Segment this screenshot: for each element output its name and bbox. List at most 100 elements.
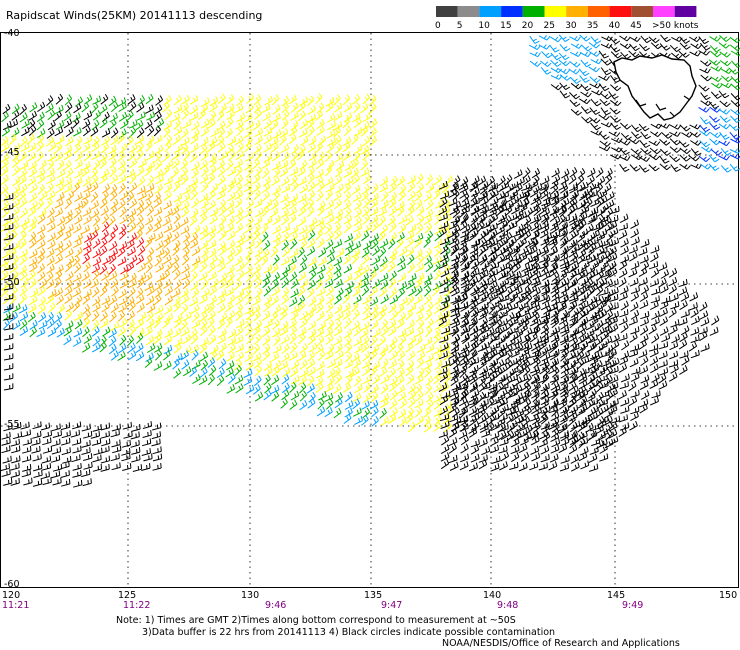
wind-barb [589, 356, 599, 366]
wind-barb [290, 304, 300, 314]
wind-barb [570, 261, 580, 272]
wind-barb [91, 326, 100, 337]
wind-barb [719, 100, 731, 108]
wind-barb [352, 398, 361, 410]
wind-barb [351, 133, 359, 145]
wind-barb [40, 422, 51, 431]
wind-barb [209, 207, 219, 217]
wind-barb [710, 66, 723, 72]
wind-barb [541, 285, 551, 295]
wind-barb [434, 414, 442, 426]
wind-barb [379, 366, 388, 377]
wind-barb [344, 400, 354, 410]
wind-barb [449, 388, 458, 398]
wind-barb [164, 208, 174, 218]
wind-barb [64, 279, 73, 290]
wind-barb [73, 207, 82, 219]
wind-barb [540, 383, 550, 392]
wind-barb [127, 319, 135, 330]
wind-barb [460, 229, 470, 239]
wind-barb [450, 302, 460, 312]
wind-barb [438, 205, 448, 216]
wind-barb [12, 165, 20, 177]
wind-barb [300, 135, 309, 146]
wind-barb [72, 287, 82, 298]
wind-barb [91, 438, 102, 446]
wind-barb [590, 98, 602, 107]
wind-barb [529, 245, 538, 256]
wind-barb [407, 390, 417, 401]
wind-barb [520, 308, 530, 318]
wind-barb [360, 328, 369, 339]
wind-barb [362, 173, 372, 185]
wind-barb [117, 97, 127, 107]
wind-barb [182, 345, 192, 355]
wind-barb [307, 142, 316, 154]
wind-barb [315, 302, 324, 314]
wind-barb [254, 127, 264, 138]
wind-barb [487, 175, 496, 187]
wind-barb [3, 243, 14, 251]
wind-barb [600, 203, 610, 214]
wind-barb [598, 132, 610, 140]
wind-barb [236, 262, 245, 272]
wind-barb [200, 325, 208, 337]
wind-barb [108, 215, 116, 227]
wind-barb [65, 271, 74, 282]
wind-barb [108, 118, 117, 130]
wind-barb [600, 269, 610, 279]
wind-barb [629, 43, 640, 52]
wind-barb [100, 94, 109, 105]
wind-barb [531, 452, 541, 462]
wind-barb [678, 140, 690, 148]
wind-barb [208, 165, 217, 176]
wind-barb [570, 190, 579, 200]
wind-barb [110, 224, 119, 235]
wind-barb [510, 196, 520, 206]
wind-barb [372, 374, 381, 385]
wind-barb [530, 300, 540, 309]
wind-barb [730, 75, 740, 84]
wind-barb [580, 196, 589, 208]
wind-barb [226, 351, 235, 362]
wind-barb [28, 192, 38, 203]
wind-barb [108, 263, 116, 275]
wind-barb [163, 175, 173, 186]
wind-barb [144, 272, 153, 283]
wind-barb [127, 342, 136, 353]
wind-barb [580, 181, 589, 192]
wind-barb [668, 276, 678, 287]
wind-barb [489, 238, 499, 248]
wind-barb [261, 248, 270, 259]
wind-barb [371, 221, 380, 232]
wind-barb [180, 159, 188, 170]
wind-barb [640, 311, 650, 320]
wind-barb [123, 430, 133, 439]
wind-barb [630, 301, 639, 312]
wind-barb [262, 111, 271, 122]
wind-barb [208, 110, 217, 122]
wind-barb [498, 197, 508, 208]
wind-barb [434, 295, 443, 306]
wind-barb [610, 237, 620, 247]
wind-barb [487, 397, 495, 408]
wind-barb [327, 120, 336, 131]
wind-barb [244, 317, 252, 329]
wind-barb [568, 404, 579, 414]
wind-barb [370, 198, 379, 209]
wind-barb [144, 198, 152, 210]
wind-barb [688, 302, 698, 311]
legend-swatch [501, 6, 523, 17]
wind-barb [252, 230, 261, 241]
wind-barb [448, 443, 457, 454]
wind-barb [718, 42, 730, 49]
wind-barb [638, 267, 648, 278]
wind-barb [344, 207, 352, 219]
wind-barb [513, 169, 523, 179]
wind-barb [344, 317, 352, 329]
wind-barb [28, 167, 38, 178]
tasmania-landmass [613, 54, 697, 121]
wind-barb [307, 320, 317, 331]
wind-barb [325, 302, 334, 313]
wind-barb [588, 242, 597, 254]
